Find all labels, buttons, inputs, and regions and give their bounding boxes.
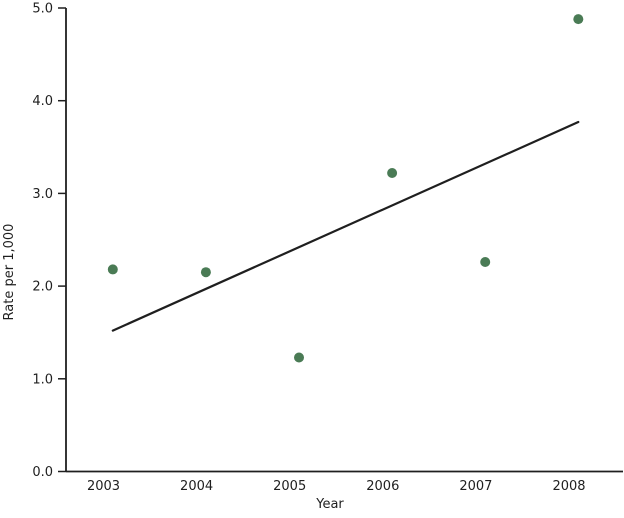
y-tick-label: 4.0 xyxy=(32,94,53,109)
data-point xyxy=(387,168,398,179)
x-axis-title: Year xyxy=(315,497,344,512)
x-tick-label: 2007 xyxy=(459,479,492,494)
y-tick-label: 2.0 xyxy=(32,280,53,295)
data-point xyxy=(480,256,491,267)
y-tick-label: 5.0 xyxy=(32,2,53,17)
data-point xyxy=(294,352,305,363)
x-tick-label: 2005 xyxy=(273,479,306,494)
axes: 0.0 1.0 2.0 3.0 4.0 5.0 2003 2004 2005 2006 2007 20… xyxy=(32,2,623,494)
x-tick-label: 2006 xyxy=(366,479,399,494)
y-tick-label: 0.0 xyxy=(32,465,53,480)
data-series xyxy=(107,14,584,363)
y-axis-title: Rate per 1,000 xyxy=(2,224,17,321)
trend-line xyxy=(111,120,580,332)
y-tick-label: 1.0 xyxy=(32,372,53,387)
data-point xyxy=(200,267,211,278)
x-tick-label: 2003 xyxy=(87,479,120,494)
data-point xyxy=(107,264,118,275)
x-tick-label: 2004 xyxy=(180,479,213,494)
y-tick-label: 3.0 xyxy=(32,187,53,202)
data-point xyxy=(573,14,584,25)
x-tick-label: 2008 xyxy=(552,479,585,494)
